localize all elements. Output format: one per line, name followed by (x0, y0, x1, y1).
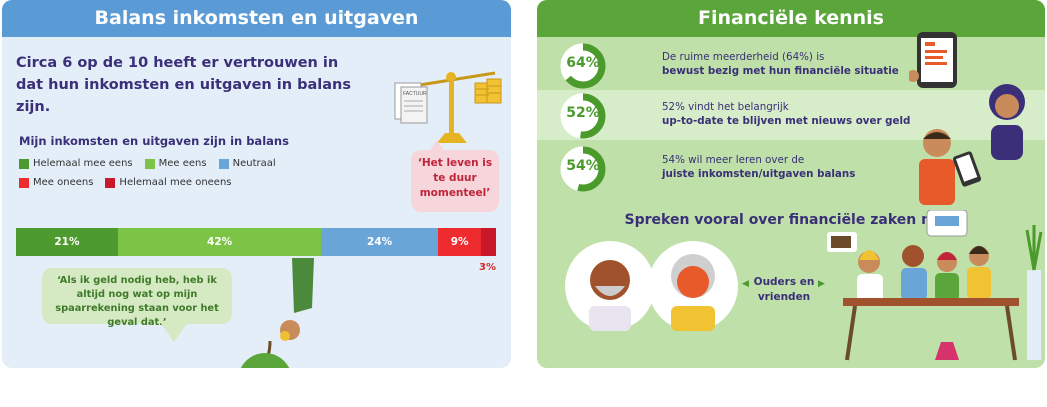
legend-item: Mee oneens (19, 177, 93, 188)
arrow-right-icon: ▶ (818, 279, 825, 289)
friends-table-illustration (827, 210, 1043, 361)
invoice-icon: FACTUUR (394, 82, 428, 124)
stat-line-1: 52% vindt het belangrijk (662, 101, 789, 113)
stat-row: 54% 54% wil meer leren over de juiste inko… (537, 143, 1045, 193)
legend-label: Helemaal mee oneens (119, 177, 232, 188)
legend-label: Mee eens (158, 158, 207, 169)
donut-chart (560, 43, 606, 89)
stacked-bar: 21% 42% 24% 9% (16, 228, 496, 256)
stat-line-2: juiste inkomsten/uitgaven balans (662, 168, 856, 180)
stat-value: 54% (566, 158, 600, 174)
stat-line-1: De ruime meerderheid (64%) is (662, 51, 825, 63)
panel-title: Financiële kennis (537, 0, 1045, 37)
coins-icon (474, 78, 502, 104)
parents-illustration (565, 241, 738, 331)
legend-label: Neutraal (232, 158, 276, 169)
stat-line-2: bewust bezig met hun financiële situatie (662, 65, 899, 77)
legend-item: Helemaal mee oneens (105, 177, 232, 188)
bar-segment-label: 24% (367, 236, 393, 248)
stat-value: 52% (566, 105, 600, 121)
woman-illustration (989, 84, 1025, 160)
quote-expensive: ‘Het leven is te duur momenteel’ (411, 140, 499, 212)
stat-text: 52% vindt het belangrijk up-to-date te bl… (662, 100, 922, 128)
panel-balance: Balans inkomsten en uitgaven Circa 6 op … (2, 0, 511, 368)
legend-swatch (19, 158, 29, 169)
legend-label: Helemaal mee eens (33, 158, 133, 169)
invoice-label: FACTUUR (403, 91, 427, 97)
bar-segment: 42% (117, 228, 322, 256)
legend-swatch (19, 177, 29, 188)
chart-legend: Helemaal mee eens Mee eens Neutraal Mee one… (19, 158, 319, 196)
apple-piggybank-illustration (240, 258, 314, 368)
stat-line-1: 54% wil meer leren over de (662, 154, 805, 166)
donut-arc (560, 43, 606, 89)
arrow-left-icon: ◀ (742, 279, 749, 289)
stat-row: 52% 52% vindt het belangrijk up-to-date te… (537, 90, 1045, 140)
bar-segment-label: 21% (54, 236, 80, 248)
stat-text: De ruime meerderheid (64%) is bewust bezi… (662, 50, 922, 78)
bar-segment: 21% (16, 228, 118, 256)
stat-text: 54% wil meer leren over de juiste inkomst… (662, 153, 922, 181)
donut-arc (560, 93, 606, 139)
panel-title: Balans inkomsten en uitgaven (2, 0, 511, 37)
bar-segment-label: 9% (450, 236, 469, 248)
headline: Circa 6 op de 10 heeft er vertrouwen in … (16, 55, 352, 115)
man-phone-illustration (919, 129, 982, 205)
stat-row: 64% De ruime meerderheid (64%) is bewust b… (537, 40, 1045, 90)
donut-chart (560, 93, 606, 139)
chart-title: Mijn inkomsten en uitgaven zijn in balan… (19, 134, 289, 148)
talk-label: Ouders en vrienden (753, 276, 815, 303)
panel-knowledge: Financiële kennis 64% De ruime meerderhei… (537, 0, 1045, 368)
legend-swatch (144, 158, 155, 169)
legend-swatch (218, 158, 229, 169)
legend-item: Helemaal mee eens (19, 158, 133, 169)
bar-segment: 24% (321, 228, 438, 256)
stat-line-2: up-to-date te blijven met nieuws over ge… (662, 115, 911, 127)
bar-segment: 9% (437, 228, 482, 256)
legend-swatch (105, 177, 116, 188)
quote-savings: ‘Als ik geld nodig heb, heb ik altijd no… (42, 268, 232, 342)
bar-segment (481, 228, 496, 256)
donut-chart (560, 146, 606, 192)
talk-title: Spreken vooral over financiële zaken met… (624, 212, 958, 228)
legend-item: Neutraal (218, 158, 276, 169)
legend-label: Mee oneens (33, 177, 94, 188)
bar-label-small: 3% (479, 262, 496, 273)
legend-item: Mee eens (144, 158, 207, 169)
scale-illustration: FACTUUR (394, 71, 502, 143)
bar-segment-label: 42% (207, 236, 233, 248)
phone-illustration (909, 32, 957, 88)
stat-value: 64% (566, 55, 600, 71)
donut-arc (560, 146, 606, 192)
